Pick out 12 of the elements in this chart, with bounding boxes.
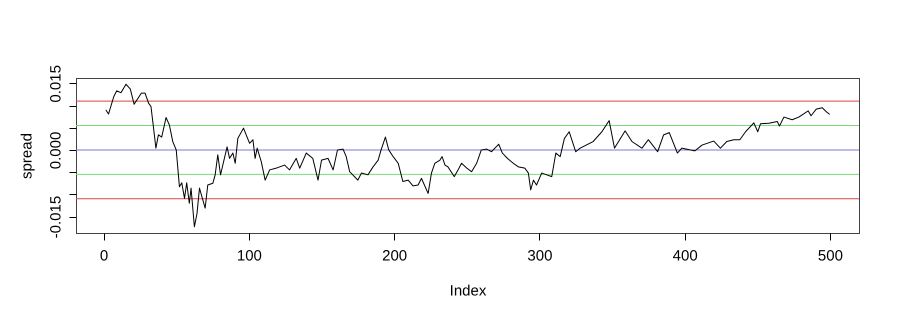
- line-series: [105, 84, 830, 228]
- y-tick-label: 0.015: [48, 65, 64, 103]
- y-tick-label: -0.015: [48, 196, 64, 238]
- x-tick-label: 0: [100, 248, 108, 264]
- y-axis-title: spread: [18, 133, 36, 179]
- x-tick-label: 300: [527, 248, 552, 264]
- x-tick-label: 100: [236, 248, 262, 264]
- x-axis-title: Index: [450, 282, 487, 300]
- x-tick-label: 500: [818, 248, 843, 264]
- y-tick-label: 0.000: [48, 132, 64, 170]
- x-tick-label: 200: [382, 248, 408, 264]
- x-tick-label: 400: [672, 248, 698, 264]
